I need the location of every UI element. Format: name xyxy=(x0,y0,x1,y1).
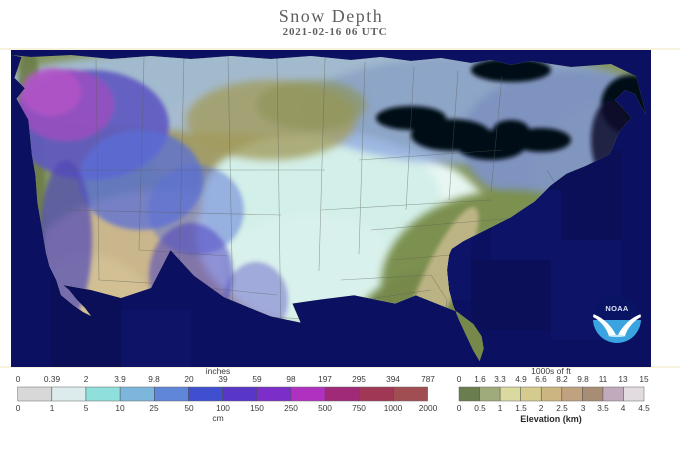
svg-text:9.8: 9.8 xyxy=(577,374,589,384)
svg-text:1000: 1000 xyxy=(384,403,403,413)
svg-text:2: 2 xyxy=(84,374,89,384)
svg-text:3.5: 3.5 xyxy=(597,403,609,413)
svg-text:2: 2 xyxy=(539,403,544,413)
svg-text:500: 500 xyxy=(318,403,332,413)
svg-text:295: 295 xyxy=(352,374,366,384)
svg-text:4.9: 4.9 xyxy=(515,374,527,384)
svg-text:0: 0 xyxy=(16,403,21,413)
svg-text:0: 0 xyxy=(457,403,462,413)
svg-text:3.3: 3.3 xyxy=(494,374,506,384)
svg-text:59: 59 xyxy=(252,374,262,384)
svg-text:394: 394 xyxy=(386,374,400,384)
svg-text:750: 750 xyxy=(352,403,366,413)
svg-text:20: 20 xyxy=(184,374,194,384)
svg-text:0.39: 0.39 xyxy=(44,374,61,384)
svg-text:0: 0 xyxy=(457,374,462,384)
svg-text:250: 250 xyxy=(284,403,298,413)
svg-text:15: 15 xyxy=(639,374,649,384)
svg-text:Elevation (km): Elevation (km) xyxy=(520,414,582,424)
svg-text:13: 13 xyxy=(618,374,628,384)
svg-text:1.5: 1.5 xyxy=(515,403,527,413)
svg-text:4.5: 4.5 xyxy=(638,403,650,413)
svg-text:150: 150 xyxy=(250,403,264,413)
svg-text:1: 1 xyxy=(50,403,55,413)
svg-text:3: 3 xyxy=(581,403,586,413)
svg-text:0: 0 xyxy=(16,374,21,384)
svg-text:1: 1 xyxy=(498,403,503,413)
svg-text:98: 98 xyxy=(286,374,296,384)
svg-text:25: 25 xyxy=(149,403,159,413)
svg-text:1000s of ft: 1000s of ft xyxy=(531,367,571,376)
svg-text:2000: 2000 xyxy=(419,403,438,413)
svg-text:0.5: 0.5 xyxy=(474,403,486,413)
svg-text:197: 197 xyxy=(318,374,332,384)
svg-text:100: 100 xyxy=(216,403,230,413)
svg-text:9.8: 9.8 xyxy=(148,374,160,384)
svg-text:1.6: 1.6 xyxy=(474,374,486,384)
svg-text:10: 10 xyxy=(115,403,125,413)
svg-text:11: 11 xyxy=(599,374,608,384)
svg-text:cm: cm xyxy=(212,413,223,423)
svg-text:2.5: 2.5 xyxy=(556,403,568,413)
svg-text:inches: inches xyxy=(206,367,231,376)
svg-text:5: 5 xyxy=(84,403,89,413)
svg-text:NOAA: NOAA xyxy=(605,304,629,313)
svg-text:4: 4 xyxy=(621,403,626,413)
svg-text:3.9: 3.9 xyxy=(114,374,126,384)
svg-text:787: 787 xyxy=(421,374,435,384)
svg-text:50: 50 xyxy=(184,403,194,413)
